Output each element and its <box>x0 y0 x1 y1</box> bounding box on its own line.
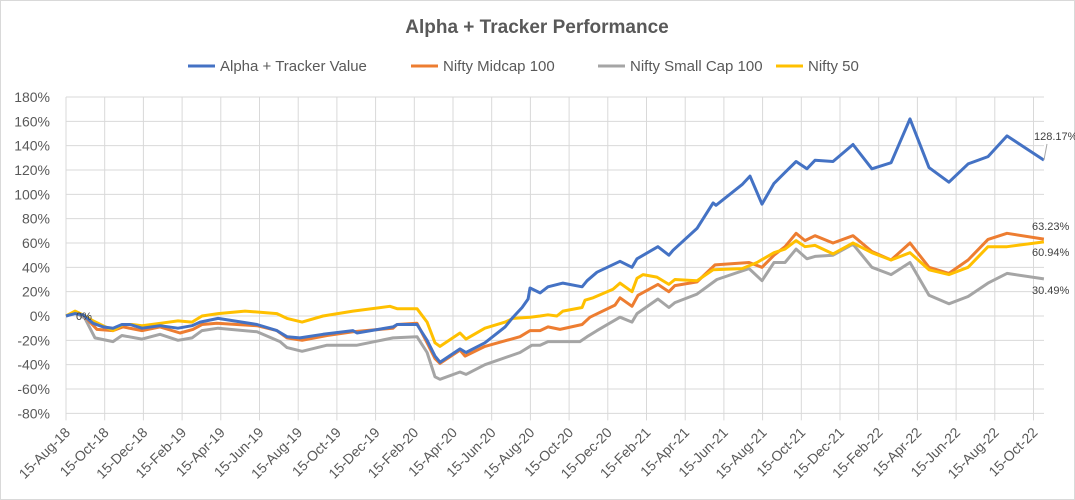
y-tick-label: -40% <box>17 357 50 373</box>
y-tick-label: 60% <box>22 235 50 251</box>
data-labels: 128.17% 63.23% 30.49% 60.94% 0% <box>76 131 1075 323</box>
legend-label: Alpha + Tracker Value <box>220 58 367 75</box>
legend-label: Nifty 50 <box>808 58 859 75</box>
leader-line <box>1043 143 1048 161</box>
y-tick-label: -20% <box>17 332 50 348</box>
y-tick-label: 180% <box>14 89 50 105</box>
end-value-label: 63.23% <box>1032 221 1070 233</box>
y-tick-label: 20% <box>22 284 50 300</box>
y-axis-ticks: -80% -60% -40% -20% 0% 20% 40% 60% 80% 100% 120% 14… <box>14 89 50 421</box>
y-tick-label: -80% <box>17 405 50 421</box>
series-line-1 <box>65 231 1045 365</box>
y-tick-label: 140% <box>14 138 50 154</box>
legend: Alpha + Tracker Value Nifty Midcap 100 Nif… <box>188 58 859 75</box>
end-value-label: 60.94% <box>1032 247 1070 259</box>
y-tick-label: 120% <box>14 162 50 178</box>
y-tick-label: 160% <box>14 113 50 129</box>
y-tick-label: 100% <box>14 186 50 202</box>
series-line-2 <box>65 242 1045 381</box>
start-value-label: 0% <box>76 311 92 323</box>
chart-title: Alpha + Tracker Performance <box>405 17 669 38</box>
legend-label: Nifty Midcap 100 <box>443 58 555 75</box>
end-value-label: 30.49% <box>1032 285 1070 297</box>
legend-label: Nifty Small Cap 100 <box>630 58 763 75</box>
y-tick-label: 80% <box>22 211 50 227</box>
y-tick-label: 0% <box>30 308 50 324</box>
gridlines <box>65 96 1044 421</box>
y-tick-label: 40% <box>22 259 50 275</box>
series-line-3 <box>65 239 1045 348</box>
x-axis-ticks: 15-Aug-1815-Oct-1815-Dec-1815-Feb-1915-A… <box>16 424 1041 482</box>
series-lines <box>65 117 1045 381</box>
end-value-label: 128.17% <box>1034 131 1075 143</box>
series-line-0 <box>65 117 1045 364</box>
y-tick-label: -60% <box>17 381 50 397</box>
